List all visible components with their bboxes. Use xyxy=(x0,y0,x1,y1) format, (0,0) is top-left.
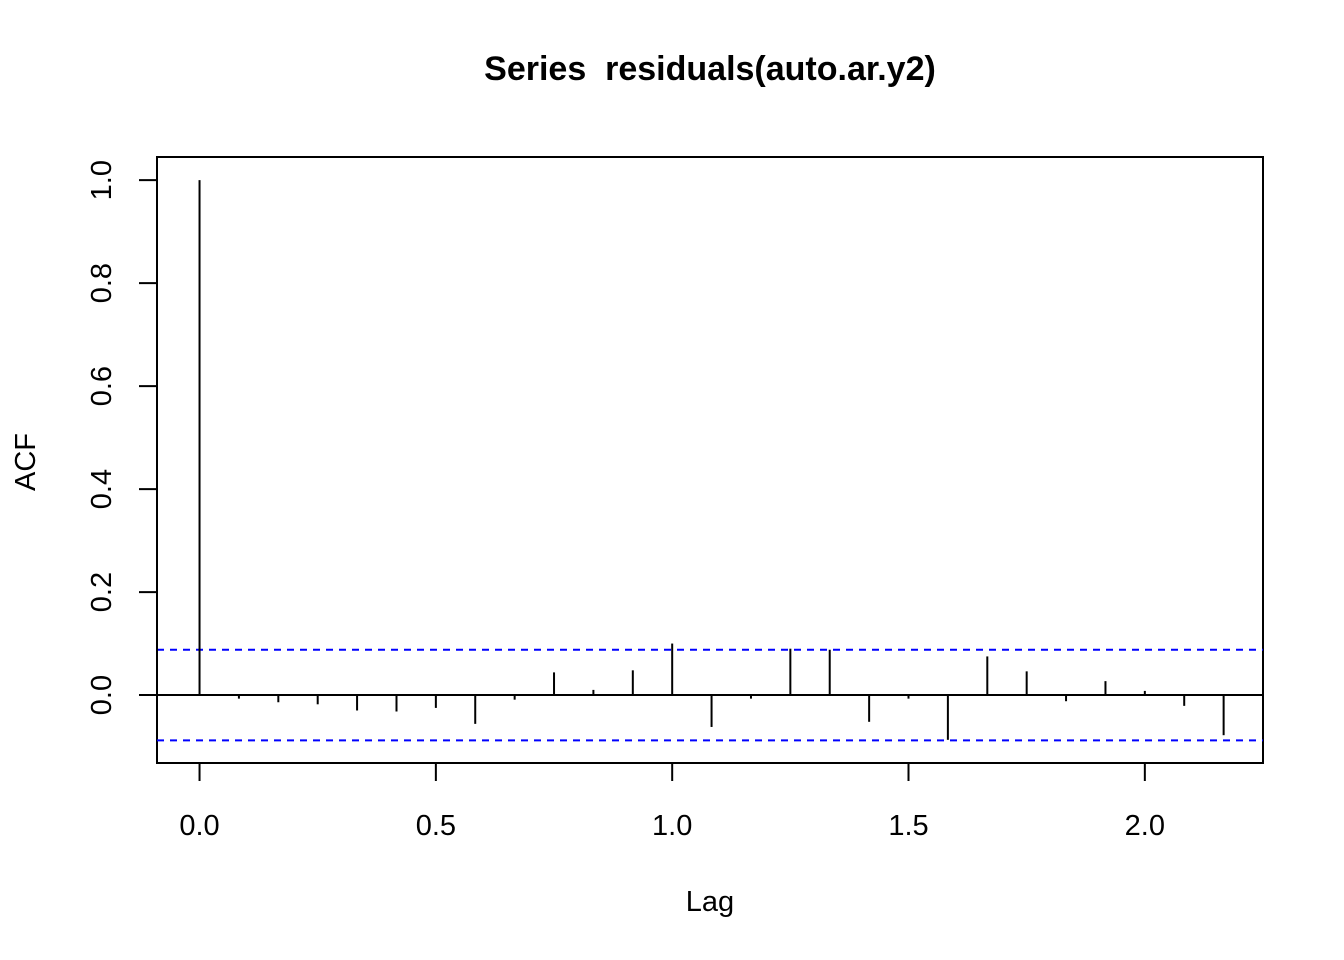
x-tick-label: 0.0 xyxy=(179,810,219,842)
plot-frame xyxy=(156,156,1264,764)
confidence-band xyxy=(157,648,1263,742)
y-tick-label: 0.8 xyxy=(86,263,118,303)
x-tick-label: 1.5 xyxy=(888,810,928,842)
x-axis-label: Lag xyxy=(686,886,734,918)
y-tick-label: 0.0 xyxy=(86,675,118,715)
chart-title: Series residuals(auto.ar.y2) xyxy=(484,50,936,88)
y-tick-label: 0.6 xyxy=(86,366,118,406)
y-axis-label: ACF xyxy=(10,433,42,491)
x-axis: 0.0 0.5 1.0 1.5 2.0 xyxy=(179,762,1165,842)
acf-bars xyxy=(157,180,1263,740)
y-tick-label: 0.2 xyxy=(86,572,118,612)
x-tick-label: 1.0 xyxy=(652,810,692,842)
y-tick-label: 0.4 xyxy=(86,469,118,509)
y-axis: 0.0 0.2 0.4 0.6 0.8 1.0 xyxy=(86,160,158,715)
x-tick-label: 2.0 xyxy=(1125,810,1165,842)
y-tick-label: 1.0 xyxy=(86,160,118,200)
x-tick-label: 0.5 xyxy=(416,810,456,842)
